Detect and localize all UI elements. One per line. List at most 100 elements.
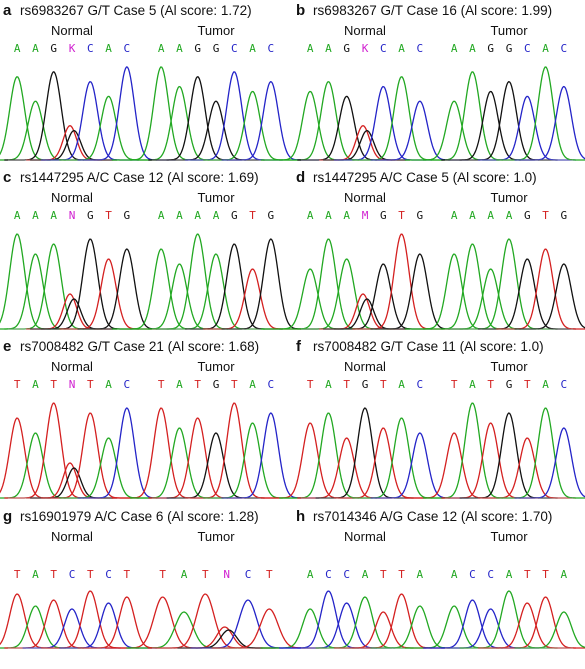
trace-peak <box>26 293 114 330</box>
tumor-label: Tumor <box>197 529 235 544</box>
base-call: G <box>213 378 220 391</box>
trace-peak <box>211 608 327 649</box>
trace-peak <box>352 417 451 499</box>
base-call: T <box>343 378 350 391</box>
panel-title: rs7008482 G/T Case 11 (Al score: 1.0) <box>313 339 544 354</box>
tumor-label: Tumor <box>197 190 235 205</box>
base-call: A <box>487 209 494 222</box>
base-call: A <box>307 209 314 222</box>
base-call: A <box>32 378 39 391</box>
panel-letter: d <box>296 169 305 186</box>
trace-peak <box>297 95 396 161</box>
base-call: K <box>362 42 369 55</box>
trace-peak <box>315 596 414 649</box>
panel: a rs6983267 G/T Case 5 (Al score: 1.72) No… <box>0 2 320 161</box>
base-call: A <box>325 42 332 55</box>
base-call: A <box>451 568 458 581</box>
normal-label: Normal <box>51 23 93 38</box>
base-call: A <box>105 378 112 391</box>
base-call: N <box>69 378 76 391</box>
base-call: A <box>451 42 458 55</box>
base-call: M <box>362 209 369 222</box>
base-call: N <box>69 209 76 222</box>
trace-peak <box>459 412 558 499</box>
base-call: A <box>176 209 183 222</box>
base-call: G <box>343 42 350 55</box>
normal-label: Normal <box>51 190 93 205</box>
trace-peak <box>221 412 320 499</box>
normal-label: Normal <box>51 359 93 374</box>
panel: f rs7008482 G/T Case 11 (Al score: 1.0) No… <box>260 338 585 499</box>
base-call: T <box>487 378 494 391</box>
trace-peak <box>496 596 585 649</box>
base-call: C <box>343 568 350 581</box>
panel-letter: f <box>296 338 302 355</box>
trace-peak <box>40 80 139 161</box>
base-call: G <box>524 209 531 222</box>
trace-peak <box>184 243 283 330</box>
base-call: C <box>561 378 568 391</box>
base-call: A <box>32 42 39 55</box>
base-call: C <box>469 568 476 581</box>
base-call: G <box>213 42 220 55</box>
base-call: A <box>542 42 549 55</box>
trace-peak <box>111 248 210 330</box>
base-call: T <box>50 568 57 581</box>
trace-peak <box>352 76 451 161</box>
base-call: A <box>362 568 369 581</box>
base-call: T <box>14 568 21 581</box>
panel-title: rs1447295 A/C Case 5 (Al score: 1.0) <box>313 170 537 185</box>
trace-peak <box>190 599 306 649</box>
trace-peak <box>459 80 558 161</box>
base-call: A <box>249 378 256 391</box>
base-call: A <box>325 209 332 222</box>
base-call: G <box>561 209 568 222</box>
normal-label: Normal <box>344 529 386 544</box>
base-call: A <box>469 378 476 391</box>
tumor-label: Tumor <box>490 23 528 38</box>
base-call: C <box>487 568 494 581</box>
base-call: T <box>202 568 209 581</box>
base-call: G <box>487 42 494 55</box>
base-call: G <box>124 209 131 222</box>
base-call: C <box>69 568 76 581</box>
base-call: A <box>398 378 405 391</box>
base-call: A <box>176 42 183 55</box>
base-call: T <box>159 568 166 581</box>
tumor-label: Tumor <box>197 359 235 374</box>
tumor-label: Tumor <box>490 529 528 544</box>
panel-title: rs1447295 A/C Case 12 (Al score: 1.69) <box>20 170 259 185</box>
base-call: A <box>14 42 21 55</box>
trace-peak <box>0 253 85 330</box>
panel: b rs6983267 G/T Case 16 (Al score: 1.99) N… <box>260 2 585 161</box>
base-call: T <box>266 568 273 581</box>
base-call: T <box>380 568 387 581</box>
base-call: T <box>380 378 387 391</box>
base-call: A <box>325 378 332 391</box>
base-call: A <box>194 209 201 222</box>
trace-peak <box>352 593 451 649</box>
base-call: T <box>14 378 21 391</box>
panel: g rs16901979 A/C Case 6 (Al score: 1.28) N… <box>0 508 327 649</box>
base-call: A <box>506 568 513 581</box>
trace-peak <box>423 243 522 330</box>
base-call: T <box>451 378 458 391</box>
base-call: T <box>398 209 405 222</box>
base-call: T <box>231 378 238 391</box>
base-call: A <box>249 42 256 55</box>
base-call: A <box>561 568 568 581</box>
base-call: A <box>398 42 405 55</box>
panel-letter: g <box>3 508 12 525</box>
base-call: T <box>307 378 314 391</box>
base-call: A <box>14 209 21 222</box>
base-call: T <box>194 378 201 391</box>
base-call: C <box>245 568 252 581</box>
panel-title: rs7014346 A/G Case 12 (Al score: 1.70) <box>313 509 552 524</box>
normal-label: Normal <box>344 190 386 205</box>
base-call: A <box>343 209 350 222</box>
base-call: T <box>524 568 531 581</box>
tumor-label: Tumor <box>490 359 528 374</box>
trace-peak <box>77 66 176 161</box>
trace-peak <box>352 233 451 330</box>
